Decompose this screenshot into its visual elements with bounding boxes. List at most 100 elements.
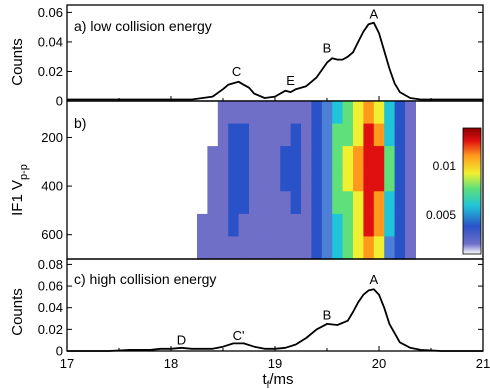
panel-a-annotations: A B C E [232, 6, 379, 87]
heatmap-cell [373, 101, 385, 125]
heatmap-cell [342, 213, 354, 238]
heatmap-cell [280, 123, 292, 147]
panel-c: 0 0.02 0.04 0.06 0.08 17 18 19 20 21 A B C' D c) hi… [9, 257, 490, 389]
heatmap-cell [269, 191, 281, 215]
heatmap-cell [197, 236, 208, 260]
heatmap-cell [228, 123, 240, 147]
heatmap-cell [342, 101, 354, 125]
heatmap-cell [311, 191, 323, 215]
heatmap-cell [269, 101, 281, 125]
panel-c-xticks: 17 18 19 20 21 [60, 356, 490, 371]
panel-c-trace [67, 288, 483, 352]
heatmap-cell [321, 101, 333, 125]
heatmap-cell [217, 236, 229, 260]
peak-label: D [177, 333, 186, 348]
heatmap-cell [405, 101, 416, 125]
heatmap-cell [342, 191, 354, 215]
heatmap-cell [280, 146, 292, 170]
ytick-label: 400 [41, 179, 63, 194]
heatmap-cell [311, 101, 323, 125]
heatmap-cell [290, 213, 302, 238]
heatmap-cell [394, 236, 406, 260]
heatmap-cell [259, 191, 271, 215]
panel-a: 0 0.02 0.04 0.06 A B C E a) low collision ener… [9, 4, 484, 109]
heatmap-cell [373, 191, 385, 215]
ytick-label: 600 [41, 227, 63, 242]
heatmap-cell [384, 146, 396, 170]
heatmap-cell [405, 236, 416, 260]
heatmap-cell [301, 191, 312, 215]
heatmap-cell [290, 191, 302, 215]
heatmap-cell [280, 236, 292, 260]
panel-b-label-bg [72, 110, 104, 134]
heatmap-cell [405, 191, 416, 215]
peak-label: B [323, 40, 332, 55]
colorbar: 0.01 0.005 [426, 127, 482, 255]
heatmap-cell [207, 146, 219, 170]
panel-c-annotations: A B C' D [177, 272, 379, 348]
heatmap-cell [228, 101, 240, 125]
heatmap-cell [197, 213, 208, 238]
heatmap-cell [249, 213, 260, 238]
xtick-label: 19 [268, 356, 282, 371]
heatmap-cell [311, 213, 323, 238]
heatmap-cell [363, 146, 375, 170]
heatmap-cell [280, 168, 292, 192]
panel-b-label: b) [74, 115, 86, 131]
panel-a-ylabel: Counts [9, 38, 26, 86]
heatmap-cell [311, 168, 323, 192]
heatmap-cell [207, 191, 219, 215]
colorbar-bar [462, 127, 482, 255]
panel-c-ylabel: Counts [9, 288, 26, 336]
heatmap-cell [332, 191, 344, 215]
heatmap-cell [342, 168, 354, 192]
heatmap-cell [363, 123, 375, 147]
heatmap-cell [405, 146, 416, 170]
heatmap-cell [259, 123, 271, 147]
heatmap-cell [342, 236, 354, 260]
heatmap-cell [394, 168, 406, 192]
heatmap-cell [269, 146, 281, 170]
heatmap-cell [290, 123, 302, 147]
x-axis-label-rest: /ms [269, 371, 293, 388]
ytick-label: 0.02 [38, 64, 63, 79]
heatmap-cell [332, 168, 344, 192]
heatmap-cell [207, 213, 219, 238]
heatmap-cell [405, 168, 416, 192]
heatmap-cell [394, 191, 406, 215]
heatmap-cell [353, 213, 364, 238]
heatmap-cell [238, 236, 250, 260]
heatmap-cell [373, 213, 385, 238]
xtick-label: 18 [164, 356, 178, 371]
heatmap-cell [280, 213, 292, 238]
heatmap-cell [228, 168, 240, 192]
panel-b-ylabel: IF1 Vp-p [9, 164, 30, 216]
heatmap-cell [238, 168, 250, 192]
heatmap-cell [384, 101, 396, 125]
heatmap-cell [217, 168, 229, 192]
heatmap-cell [249, 168, 260, 192]
heatmap-cell [321, 123, 333, 147]
x-axis-label: tf/ms [262, 371, 293, 389]
heatmap-cell [342, 146, 354, 170]
heatmap-cell [217, 213, 229, 238]
peak-label: A [369, 6, 378, 21]
heatmap-cell [259, 236, 271, 260]
heatmap-cell [228, 146, 240, 170]
heatmap-cell [311, 123, 323, 147]
heatmap-cell [373, 146, 385, 170]
heatmap-cell [290, 236, 302, 260]
peak-label: B [323, 308, 332, 323]
peak-label: C [232, 64, 241, 79]
ytick-label: 0.04 [38, 300, 63, 315]
heatmap-cell [269, 123, 281, 147]
heatmap-cell [259, 168, 271, 192]
heatmap-cell [301, 146, 312, 170]
heatmap-cell [353, 236, 364, 260]
x-axis-label-main: t [262, 371, 267, 388]
heatmap-cell [290, 146, 302, 170]
heatmap-cell [363, 213, 375, 238]
heatmap-cell [290, 101, 302, 125]
heatmap-cell [363, 168, 375, 192]
